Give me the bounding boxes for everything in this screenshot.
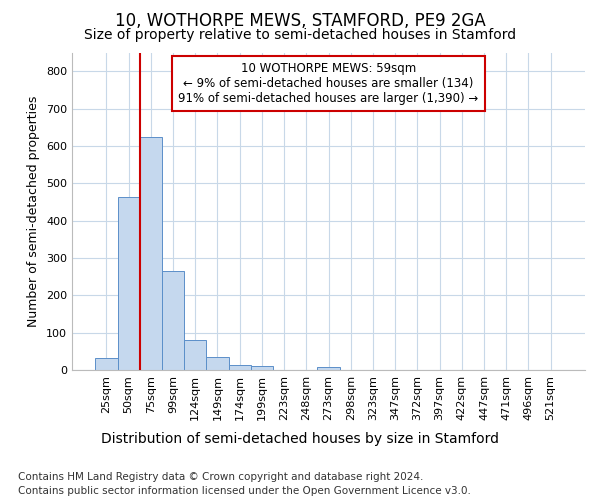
Text: 10, WOTHORPE MEWS, STAMFORD, PE9 2GA: 10, WOTHORPE MEWS, STAMFORD, PE9 2GA [115, 12, 485, 30]
Bar [118, 198, 140, 370]
Text: Distribution of semi-detached houses by size in Stamford: Distribution of semi-detached houses by … [101, 432, 499, 446]
Text: Contains public sector information licensed under the Open Government Licence v3: Contains public sector information licen… [18, 486, 471, 496]
Bar [162, 271, 184, 370]
Text: 10 WOTHORPE MEWS: 59sqm
← 9% of semi-detached houses are smaller (134)
91% of se: 10 WOTHORPE MEWS: 59sqm ← 9% of semi-det… [178, 62, 479, 105]
Text: Size of property relative to semi-detached houses in Stamford: Size of property relative to semi-detach… [84, 28, 516, 42]
Bar [184, 340, 206, 370]
Bar [140, 136, 162, 370]
Bar [251, 366, 273, 370]
Bar [95, 358, 118, 370]
Text: Contains HM Land Registry data © Crown copyright and database right 2024.: Contains HM Land Registry data © Crown c… [18, 472, 424, 482]
Bar [206, 357, 229, 370]
Y-axis label: Number of semi-detached properties: Number of semi-detached properties [28, 96, 40, 327]
Bar [317, 367, 340, 370]
Bar [229, 365, 251, 370]
